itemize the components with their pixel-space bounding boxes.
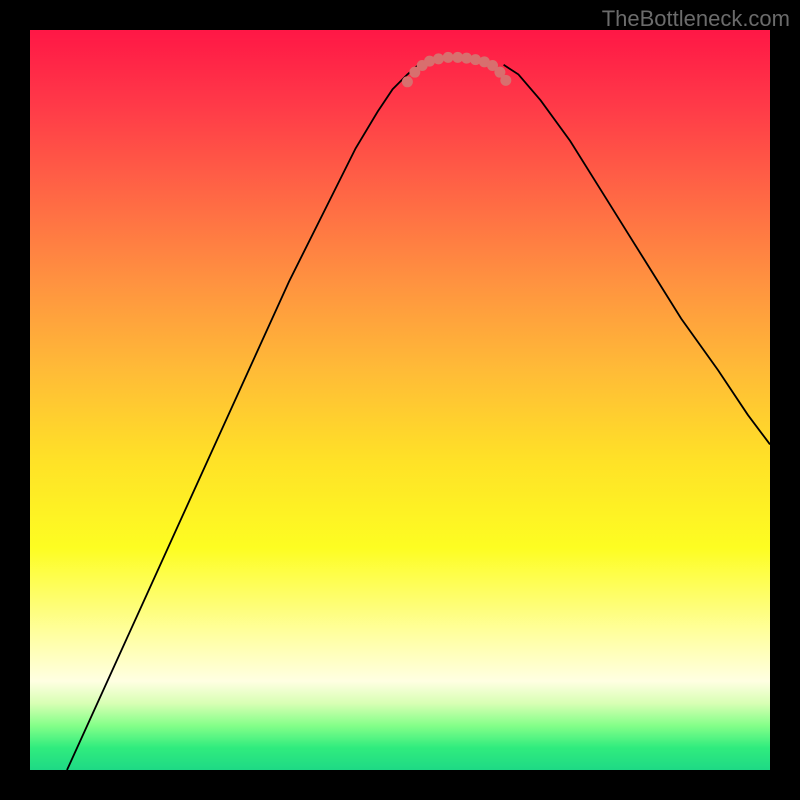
chart-plot-area [30, 30, 770, 770]
marker-dot [433, 53, 444, 64]
curve-right [504, 65, 770, 445]
marker-dot [402, 76, 413, 87]
curve-left [67, 65, 419, 770]
valley-markers [402, 52, 511, 87]
marker-dot [500, 75, 511, 86]
marker-dot [443, 52, 454, 63]
chart-svg [30, 30, 770, 770]
watermark-text: TheBottleneck.com [602, 6, 790, 32]
